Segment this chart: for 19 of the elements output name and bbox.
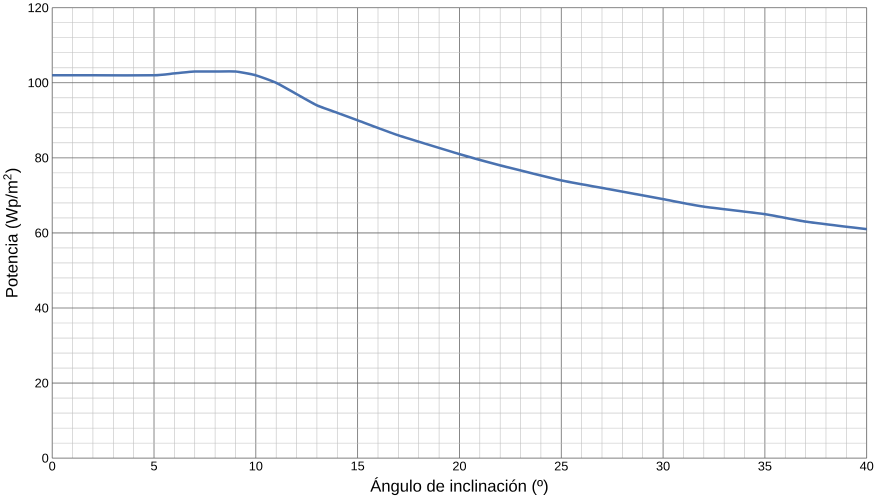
y-tick-label: 80	[35, 153, 48, 162]
y-tick-label: 0	[42, 453, 48, 462]
x-tick-label: 35	[758, 461, 772, 470]
y-tick-label: 40	[34, 303, 48, 312]
x-axis-title: Ángulo de inclinación (º)	[370, 477, 548, 495]
y-tick-label: 20	[35, 378, 48, 388]
x-tick-label: 0	[49, 461, 56, 470]
y-tick-label: 60	[35, 228, 48, 238]
x-tick-label: 40	[860, 461, 874, 470]
x-tick-label: 30	[656, 461, 670, 470]
x-tick-label: 25	[554, 461, 568, 470]
line-series	[50, 70, 868, 230]
y-tick-label: 120	[28, 3, 48, 12]
x-tick-label: 20	[453, 461, 466, 470]
x-tick-label: 5	[150, 461, 157, 470]
y-axis-title: Potencia (Wp/m$^{2}$)	[3, 168, 21, 297]
x-tick-label: 15	[352, 461, 364, 470]
x-tick-label: 10	[250, 461, 262, 470]
y-tick-label: 100	[28, 78, 48, 88]
